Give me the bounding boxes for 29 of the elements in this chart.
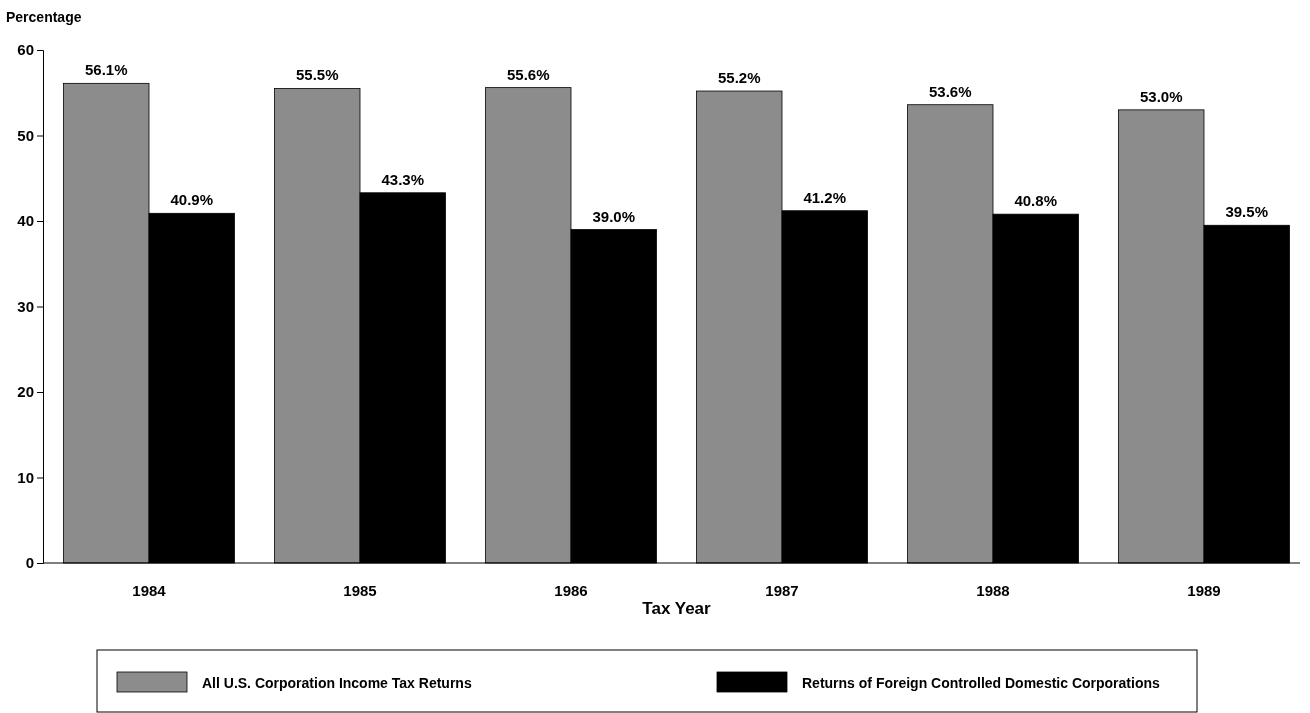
data-label: 55.6% <box>507 65 550 83</box>
data-label: 41.2% <box>803 188 846 206</box>
data-label: 43.3% <box>381 170 424 188</box>
x-axis-title: Tax Year <box>642 599 712 618</box>
y-axis-title: Percentage <box>6 9 82 25</box>
y-tick-label: 60 <box>17 41 34 59</box>
legend-label: All U.S. Corporation Income Tax Returns <box>202 675 472 691</box>
x-tick-label: 1988 <box>976 581 1010 599</box>
legend-label: Returns of Foreign Controlled Domestic Corporations <box>802 675 1161 691</box>
y-tick-label: 50 <box>17 126 34 144</box>
data-label: 39.5% <box>1225 203 1268 221</box>
y-tick-label: 30 <box>17 297 34 315</box>
y-tick-label: 0 <box>25 554 34 572</box>
data-label: 39.0% <box>592 207 635 225</box>
data-label: 40.8% <box>1014 192 1057 210</box>
data-label: 53.0% <box>1140 87 1183 105</box>
data-label: 53.6% <box>929 82 972 100</box>
x-tick-label: 1986 <box>554 581 588 599</box>
y-tick-label: 40 <box>17 212 34 230</box>
data-label: 56.1% <box>85 61 128 79</box>
x-tick-label: 1987 <box>765 581 799 599</box>
data-label: 40.9% <box>170 191 213 209</box>
data-label: 55.2% <box>718 69 761 87</box>
x-tick-label: 1989 <box>1187 581 1221 599</box>
y-tick-label: 10 <box>17 468 34 486</box>
y-tick-label: 20 <box>17 383 34 401</box>
data-label: 55.5% <box>296 66 339 84</box>
x-tick-label: 1984 <box>132 581 167 599</box>
x-tick-label: 1985 <box>343 581 377 599</box>
